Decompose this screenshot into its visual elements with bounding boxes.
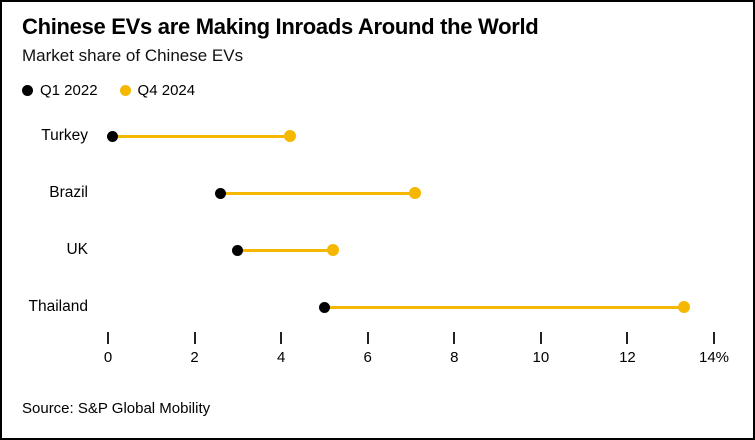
legend-item-q1-2022: Q1 2022: [22, 82, 98, 99]
dot-q4-2024: [409, 187, 422, 199]
legend-item-q4-2024: Q4 2024: [119, 82, 196, 99]
category-label-thailand: Thailand: [28, 298, 88, 315]
category-label-turkey: Turkey: [41, 127, 88, 144]
dumbbell-line: [324, 305, 684, 309]
axis-tick-label: 0: [103, 349, 113, 366]
dot-q1-2022: [215, 187, 227, 199]
dumbbell-line: [237, 248, 334, 252]
axis-tick: [193, 332, 196, 344]
source-note: Source: S&P Global Mobility: [22, 400, 211, 417]
dot-q4-2024: [327, 244, 340, 256]
q4-2024-dot-icon: [119, 85, 131, 96]
dot-q1-2022: [106, 130, 118, 142]
dot-q4-2024: [677, 301, 690, 313]
axis-tick: [626, 332, 629, 344]
axis-tick-label: 8: [450, 349, 459, 366]
axis-tick-label: 6: [363, 349, 372, 366]
dot-q1-2022: [318, 301, 330, 313]
legend: Q1 2022 Q4 2024: [22, 82, 195, 99]
dot-q4-2024: [283, 130, 296, 142]
legend-label-q1-2022: Q1 2022: [40, 82, 98, 99]
legend-label-q4-2024: Q4 2024: [137, 82, 196, 99]
q1-2022-dot-icon: [22, 85, 33, 96]
axis-tick-label: 12: [619, 349, 636, 366]
axis-tick-label: 4: [276, 349, 286, 366]
chart-subtitle: Market share of Chinese EVs: [22, 46, 244, 65]
axis-tick: [107, 332, 109, 344]
category-label-uk: UK: [66, 241, 88, 258]
dot-q1-2022: [232, 244, 244, 256]
dumbbell-line: [112, 134, 290, 138]
axis-tick: [280, 332, 283, 344]
category-label-brazil: Brazil: [49, 184, 88, 201]
axis-tick-label: 10: [532, 349, 550, 366]
axis-tick: [713, 332, 715, 344]
chart-title: Chinese EVs are Making Inroads Around th…: [22, 14, 539, 39]
axis-tick: [539, 332, 542, 344]
axis-tick-label: 14%: [698, 349, 730, 366]
axis-tick: [366, 332, 369, 344]
axis-tick: [453, 332, 456, 344]
dumbbell-line: [220, 191, 416, 195]
axis-tick-label: 2: [190, 349, 199, 366]
